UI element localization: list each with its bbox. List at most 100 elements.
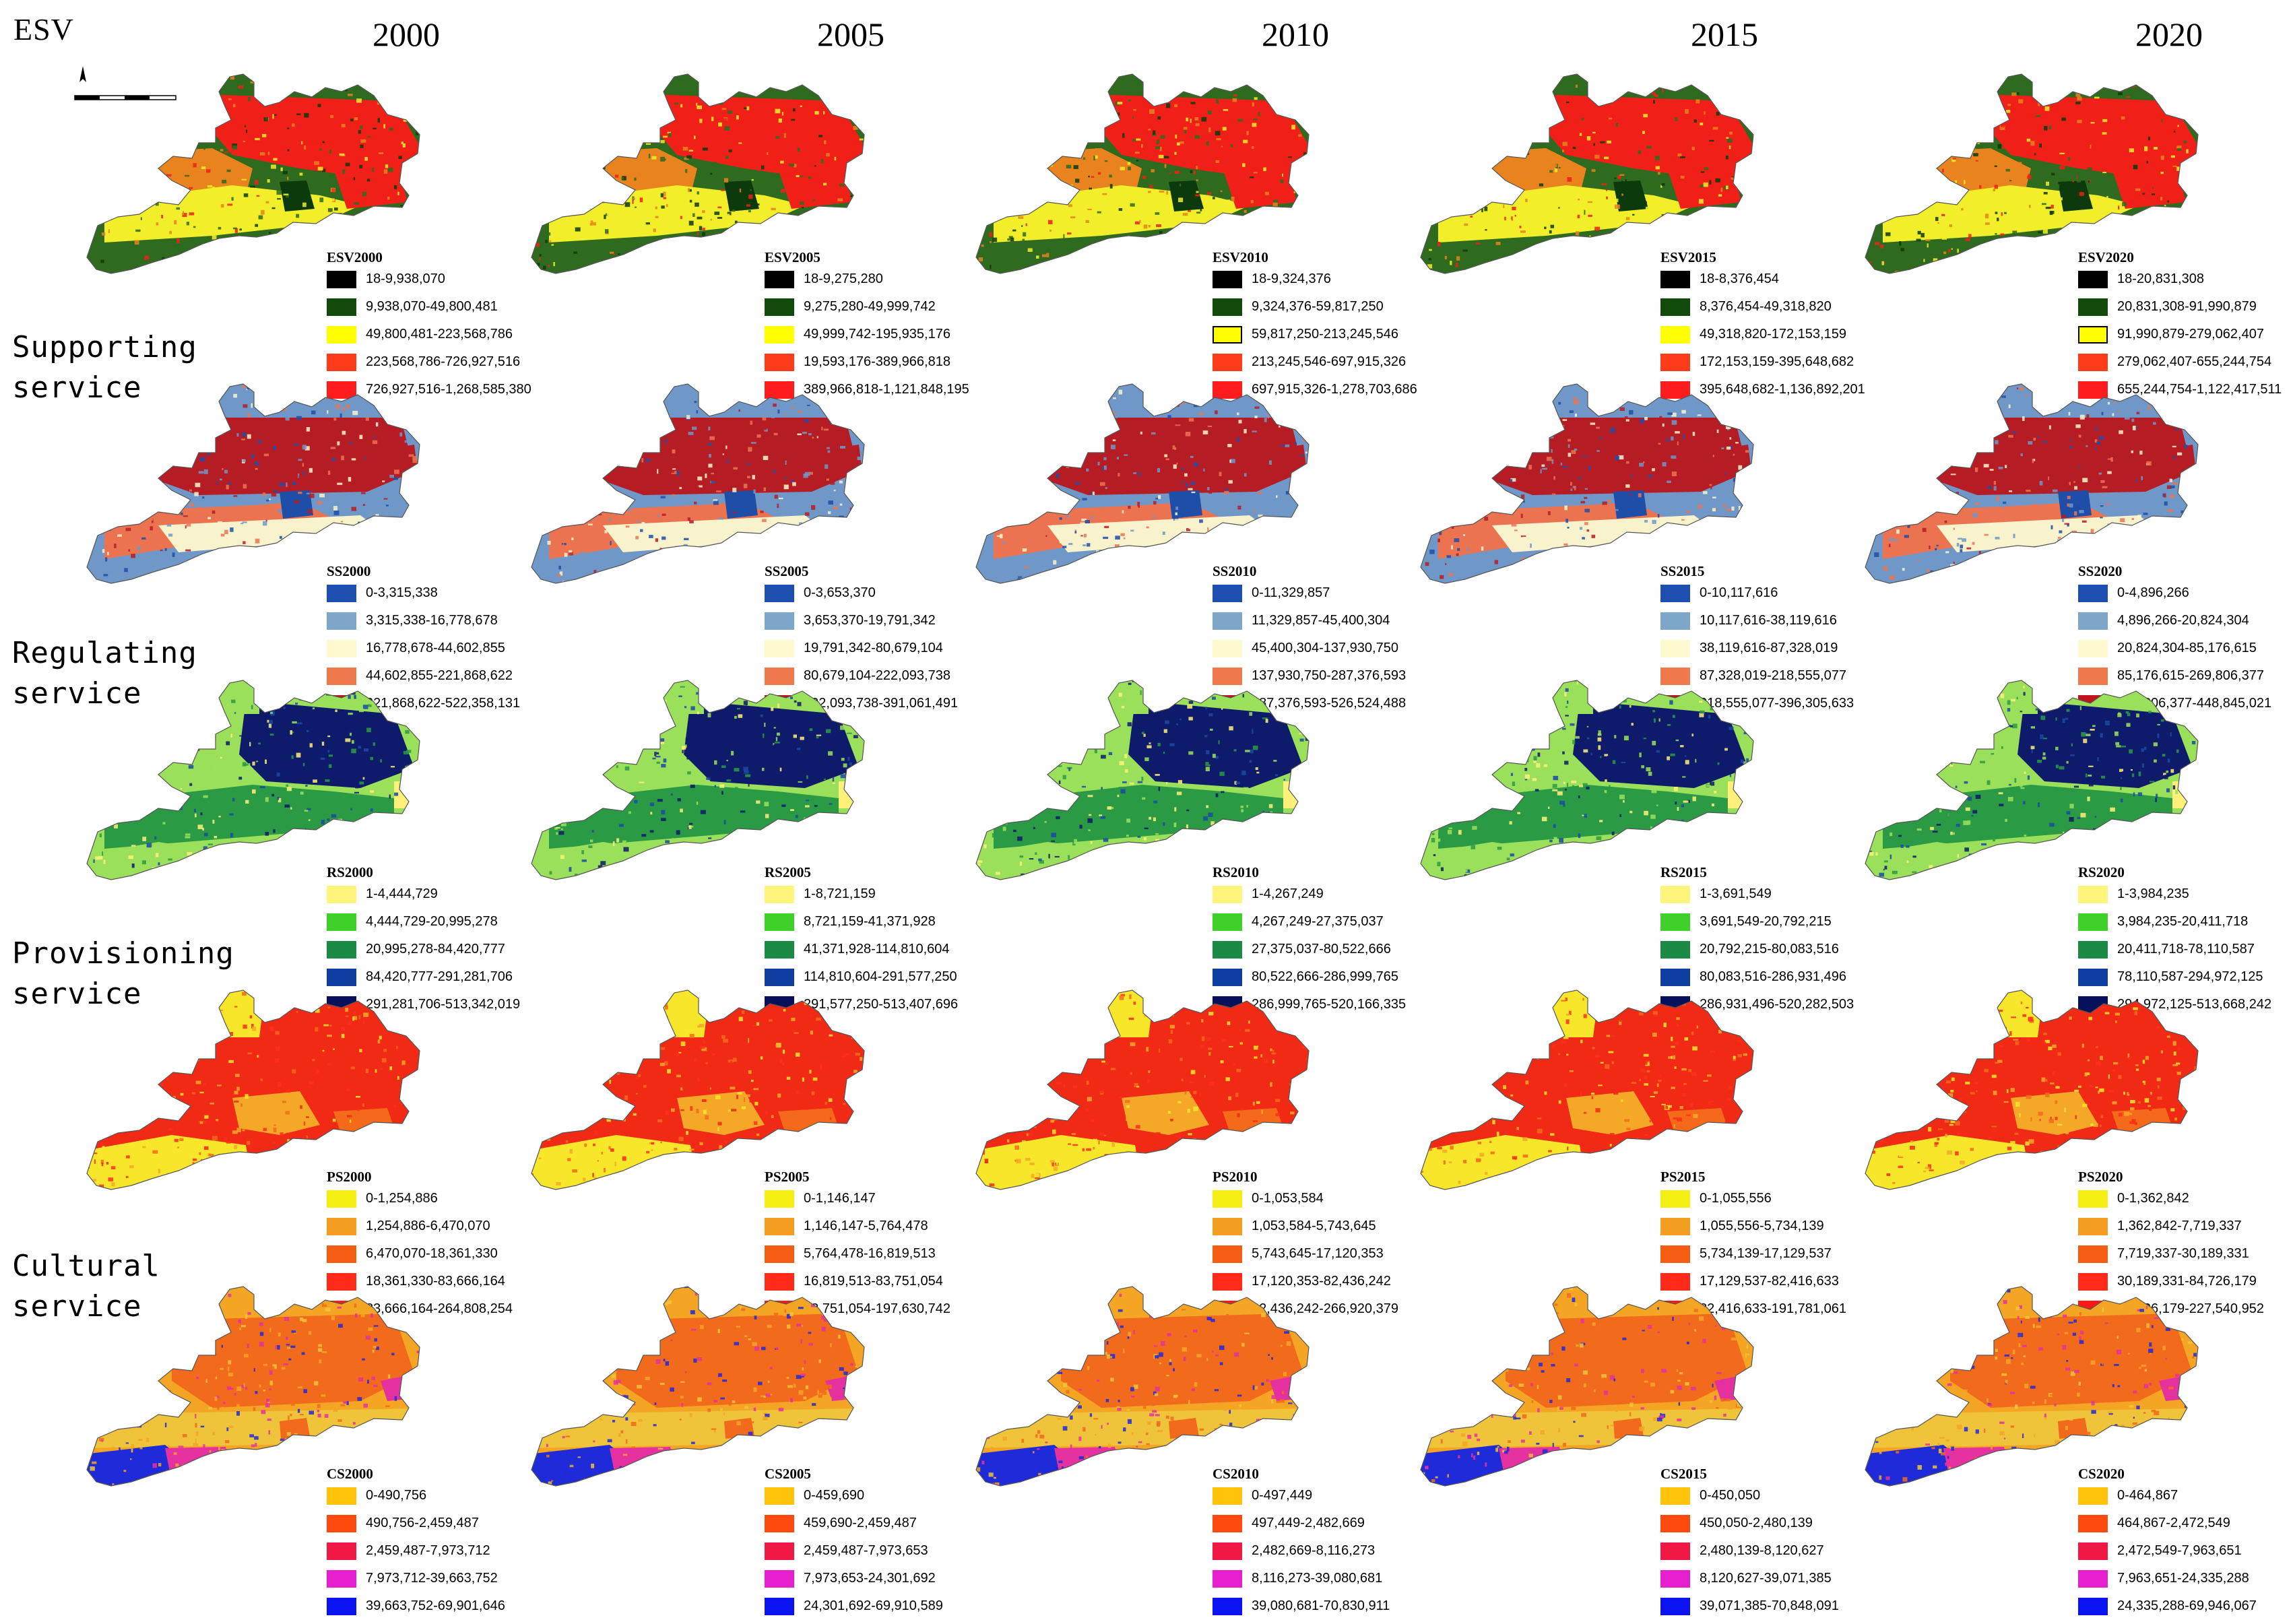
map-pixel: [1497, 408, 1501, 410]
map-pixel: [175, 121, 178, 123]
map-pixel: [2140, 552, 2143, 555]
map-pixel: [412, 719, 418, 723]
map-pixel: [1429, 258, 1431, 260]
map-pixel: [697, 106, 702, 110]
map-pixel: [423, 858, 426, 863]
map-pixel: [569, 180, 572, 183]
map-pixel: [217, 887, 221, 892]
map-pixel: [831, 88, 833, 90]
map-pixel: [115, 478, 119, 482]
map-pixel: [324, 520, 329, 522]
map-pixel: [436, 512, 440, 513]
map-pixel: [850, 76, 855, 79]
map-pixel: [2150, 106, 2154, 110]
map-pixel: [740, 575, 743, 578]
map-pixel: [1470, 412, 1473, 415]
map-pixel: [1894, 123, 1898, 127]
map-pixel: [721, 890, 725, 892]
map-pixel: [713, 501, 719, 505]
map-pixel: [172, 418, 176, 420]
map-pixel: [1520, 226, 1522, 228]
map-pixel: [1942, 169, 1944, 172]
map-pixel: [653, 440, 657, 442]
map-pixel: [1890, 575, 1895, 579]
map-pixel: [1042, 255, 1046, 257]
map-pixel: [2186, 150, 2189, 154]
map-pixel: [214, 431, 217, 435]
map-pixel: [602, 513, 605, 515]
map-pixel: [154, 781, 158, 784]
map-pixel: [216, 177, 218, 180]
map-pixel: [1167, 428, 1172, 432]
map-pixel: [540, 168, 544, 170]
map-pixel: [1605, 562, 1608, 566]
map-pixel: [717, 207, 721, 209]
map-pixel: [529, 447, 533, 449]
map-pixel: [1426, 94, 1431, 96]
map-pixel: [663, 136, 668, 138]
map-pixel: [1759, 183, 1762, 185]
map-pixel: [1039, 434, 1043, 436]
map-pixel: [1214, 540, 1217, 542]
map-pixel: [386, 789, 389, 791]
map-pixel: [264, 551, 268, 554]
map-pixel: [847, 403, 851, 405]
map-pixel: [249, 847, 250, 852]
map-pixel: [1198, 590, 1202, 593]
map-pixel: [1596, 427, 1600, 429]
map-pixel: [1915, 282, 1918, 284]
map-pixel: [1113, 422, 1116, 425]
map-pixel: [1942, 502, 1946, 507]
map-pixel: [405, 172, 408, 173]
map-pixel: [1895, 104, 1897, 107]
map-pixel: [424, 502, 427, 505]
map-pixel: [1426, 428, 1431, 432]
map-pixel: [348, 477, 352, 482]
map-pixel: [1997, 496, 1999, 501]
map-pixel: [2042, 278, 2043, 282]
map-pixel: [2059, 564, 2064, 566]
map-pixel: [1504, 188, 1508, 193]
map-pixel: [2217, 163, 2220, 167]
map-pixel: [630, 84, 633, 88]
map-pixel: [200, 416, 202, 420]
map-pixel: [1606, 244, 1611, 247]
map-pixel: [1894, 506, 1897, 508]
map-pixel: [242, 179, 247, 181]
map-pixel: [758, 588, 761, 592]
map-pixel: [985, 486, 987, 489]
map-pixel: [655, 405, 657, 408]
map-pixel: [1252, 102, 1255, 106]
map-pixel: [1619, 174, 1624, 176]
map-region: [232, 674, 259, 714]
map-pixel: [1456, 106, 1458, 108]
map-pixel: [263, 492, 265, 496]
map-pixel: [1039, 112, 1041, 115]
legend-title: ESV2015: [1660, 249, 1865, 265]
map-pixel: [1736, 554, 1741, 557]
map-pixel: [1274, 246, 1278, 248]
map-pixel: [1060, 86, 1065, 90]
legend-label: 223,568,786-726,927,516: [366, 354, 520, 370]
map-pixel: [2189, 80, 2192, 82]
map-pixel: [717, 560, 720, 563]
map-pixel: [2062, 519, 2064, 522]
map-pixel: [596, 85, 601, 88]
map-pixel: [1199, 245, 1204, 249]
map-pixel: [391, 416, 393, 419]
map-pixel: [1655, 246, 1657, 248]
map-pixel: [1173, 545, 1178, 549]
map-pixel: [1730, 437, 1732, 440]
map-pixel: [539, 284, 542, 288]
map-pixel: [2002, 117, 2004, 122]
map-pixel: [1281, 179, 1284, 183]
map-pixel: [1456, 263, 1458, 267]
map-pixel: [785, 477, 787, 479]
map-pixel: [152, 177, 154, 179]
map-pixel: [325, 168, 330, 172]
map-pixel: [586, 593, 587, 595]
map-pixel: [325, 110, 328, 114]
map-pixel: [1945, 576, 1949, 579]
map-pixel: [2199, 195, 2202, 199]
map-pixel: [1537, 281, 1542, 284]
